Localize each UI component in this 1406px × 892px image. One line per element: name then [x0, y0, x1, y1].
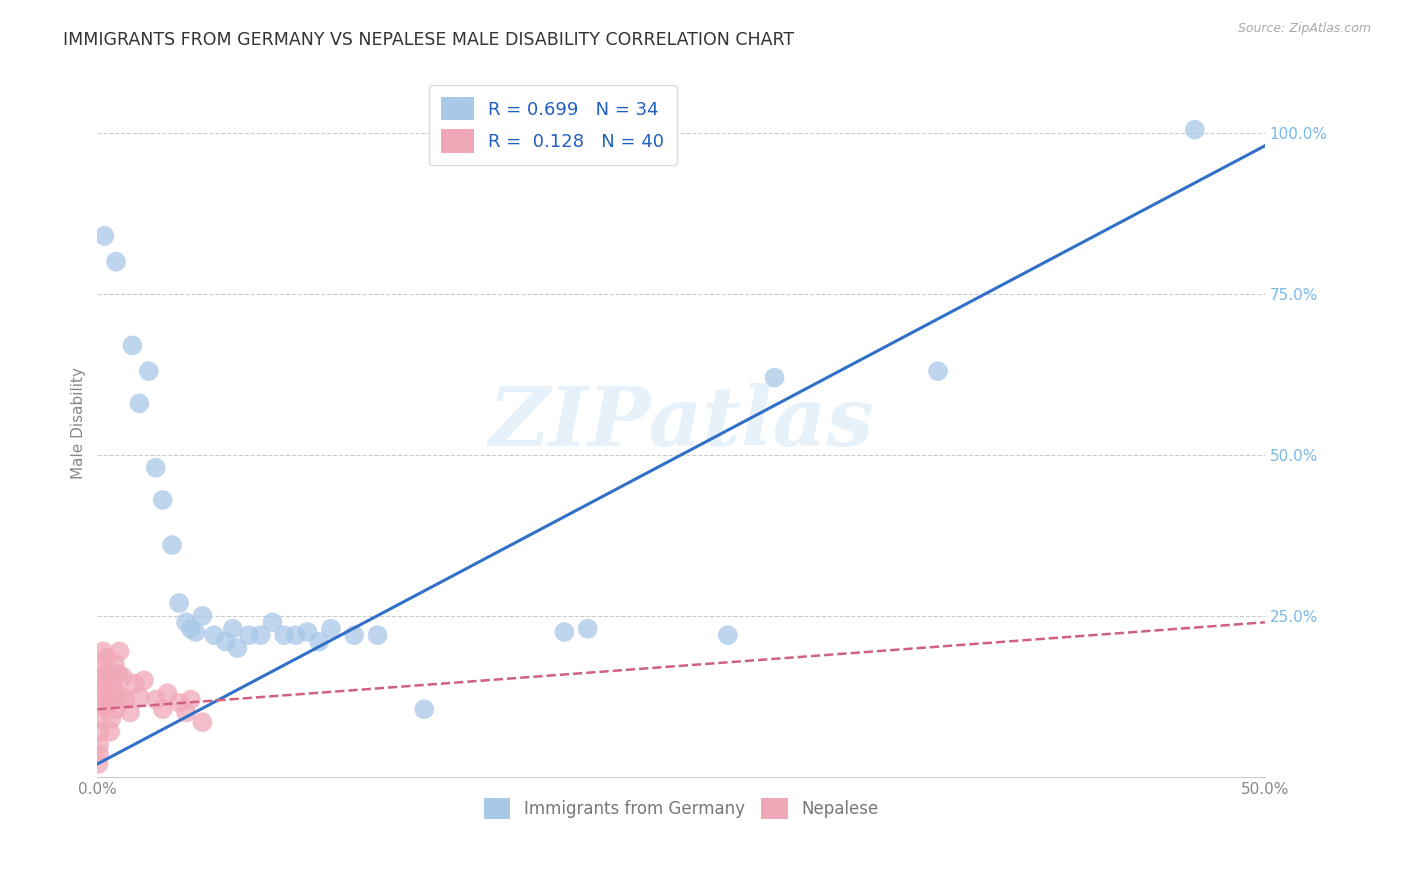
Point [297, 624, 319, 639]
Point [180, 692, 202, 706]
Point [184, 624, 207, 639]
Point [367, 628, 389, 642]
Point [89, 738, 111, 752]
Point [145, 692, 167, 706]
Point [100, 712, 122, 726]
Point [717, 628, 740, 642]
Point [128, 396, 150, 410]
Point [174, 706, 197, 720]
Point [249, 628, 271, 642]
Point [1184, 122, 1206, 136]
Point [576, 622, 599, 636]
Point [319, 622, 342, 636]
Text: IMMIGRANTS FROM GERMANY VS NEPALESE MALE DISABILITY CORRELATION CHART: IMMIGRANTS FROM GERMANY VS NEPALESE MALE… [63, 31, 794, 49]
Point [93, 229, 115, 244]
Point [93, 680, 115, 694]
Point [121, 338, 143, 352]
Point [118, 706, 141, 720]
Point [114, 692, 136, 706]
Point [156, 686, 179, 700]
Point [96, 650, 118, 665]
Point [87, 756, 110, 771]
Point [104, 657, 127, 672]
Point [132, 673, 155, 688]
Point [108, 644, 131, 658]
Point [89, 712, 111, 726]
Point [174, 615, 197, 630]
Point [308, 634, 330, 648]
Point [202, 628, 225, 642]
Point [98, 673, 121, 688]
Y-axis label: Male Disability: Male Disability [72, 367, 86, 479]
Point [128, 690, 150, 704]
Point [160, 538, 183, 552]
Point [553, 624, 575, 639]
Point [152, 702, 174, 716]
Point [238, 628, 260, 642]
Point [112, 670, 135, 684]
Point [105, 254, 128, 268]
Point [110, 690, 132, 704]
Legend: Immigrants from Germany, Nepalese: Immigrants from Germany, Nepalese [477, 791, 886, 825]
Point [145, 460, 167, 475]
Point [167, 696, 190, 710]
Point [93, 699, 115, 714]
Point [105, 702, 128, 716]
Point [91, 670, 114, 684]
Point [343, 628, 366, 642]
Point [284, 628, 307, 642]
Point [90, 686, 112, 700]
Point [167, 596, 190, 610]
Point [927, 364, 949, 378]
Point [191, 715, 214, 730]
Point [152, 493, 174, 508]
Point [96, 666, 118, 681]
Point [91, 644, 114, 658]
Point [222, 622, 245, 636]
Point [138, 364, 160, 378]
Point [101, 692, 124, 706]
Text: Source: ZipAtlas.com: Source: ZipAtlas.com [1237, 22, 1371, 36]
Point [763, 370, 786, 384]
Text: ZIPatlas: ZIPatlas [488, 383, 875, 463]
Point [413, 702, 436, 716]
Point [94, 682, 117, 697]
Point [226, 641, 249, 656]
Point [191, 608, 214, 623]
Point [98, 724, 121, 739]
Point [215, 634, 238, 648]
Point [89, 724, 111, 739]
Point [103, 673, 125, 688]
Point [105, 686, 128, 700]
Point [97, 692, 120, 706]
Point [180, 622, 202, 636]
Point [262, 615, 284, 630]
Point [124, 676, 146, 690]
Point [90, 699, 112, 714]
Point [107, 666, 129, 681]
Point [91, 657, 114, 672]
Point [273, 628, 295, 642]
Point [87, 747, 110, 762]
